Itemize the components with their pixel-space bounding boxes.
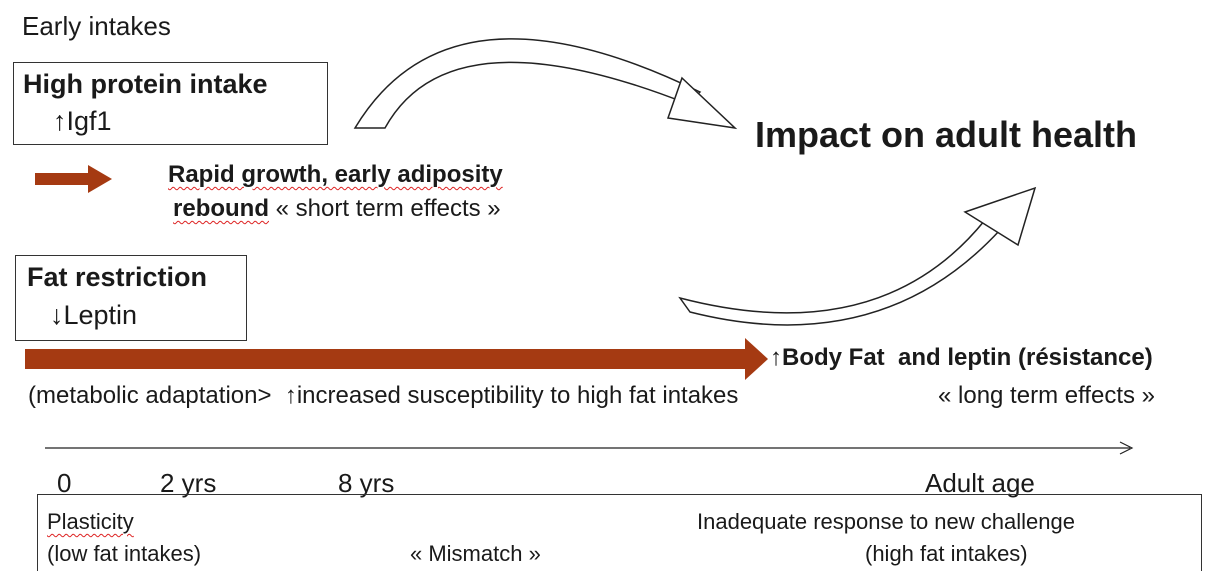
title: Early intakes: [22, 11, 171, 41]
box-effect: ↑Igf1: [53, 106, 112, 136]
bottom-text: (low fat intakes): [47, 541, 202, 566]
short-term-line: rebound « short term effects »: [173, 197, 501, 221]
red-arrow-head: [745, 338, 768, 380]
bottom-text: Inadequate response to new challenge: [697, 509, 1075, 534]
short-term-line: Rapid growth, early adiposity: [168, 161, 503, 188]
timeline-tick: Adult age: [925, 468, 1035, 498]
curved-arrow: [353, 38, 702, 129]
timeline-tick: 0: [57, 468, 72, 498]
bottom-text: (high fat intakes): [865, 541, 1028, 566]
red-arrow: [35, 173, 90, 185]
bottom-text: « Mismatch »: [410, 541, 541, 566]
timeline-tick: 8 yrs: [338, 468, 395, 498]
red-arrow-head: [88, 165, 112, 193]
fat-box: [15, 255, 247, 341]
short-term-bold: rebound: [173, 195, 269, 222]
box-title: High protein intake: [23, 69, 268, 99]
bottom-text: Plasticity: [47, 509, 134, 534]
adaptation: (metabolic adaptation> ↑increased suscep…: [28, 382, 739, 409]
timeline-tick: 2 yrs: [160, 468, 217, 498]
arrow-head: [963, 186, 1037, 247]
arrow-head: [666, 76, 738, 130]
box-title: Fat restriction: [27, 262, 208, 292]
protein-box: [13, 62, 328, 145]
outcome: Impact on adult health: [755, 114, 1138, 155]
curved-arrow: [678, 218, 1002, 326]
red-arrow: [25, 349, 747, 369]
timeline-head: [1119, 441, 1134, 455]
long-term-result: ↑Body Fat and leptin (résistance): [770, 344, 1153, 371]
bottom-box: [37, 494, 1202, 571]
short-term-rest: « short term effects »: [269, 195, 501, 222]
long-term-label: « long term effects »: [938, 382, 1156, 409]
box-effect: ↓Leptin: [50, 300, 138, 330]
